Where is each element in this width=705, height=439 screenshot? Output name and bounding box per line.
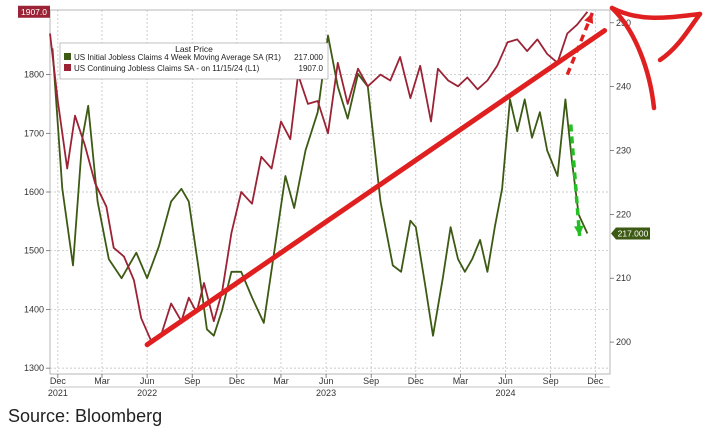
x-tick-label: Jun xyxy=(319,376,334,386)
left-tick-label: 1400 xyxy=(24,304,44,314)
annotations xyxy=(144,5,703,348)
series-lines xyxy=(49,11,589,343)
left-tick-label: 1600 xyxy=(24,187,44,197)
x-tick-label: Dec xyxy=(408,376,425,386)
left-last-value-badge xyxy=(18,5,50,18)
x-tick-label: Mar xyxy=(94,376,110,386)
x-year-label: 2022 xyxy=(137,388,157,398)
legend-value: 1907.0 xyxy=(299,64,324,73)
left-tick-label: 1800 xyxy=(24,70,44,80)
x-tick-label: Dec xyxy=(587,376,604,386)
legend-label: US Initial Jobless Claims 4 Week Moving … xyxy=(74,53,281,62)
x-axis: Dec Mar Jun Sep Dec Mar Jun Sep Dec Mar Jun Sep Dec 2… xyxy=(48,374,610,398)
x-tick-label: Jun xyxy=(498,376,513,386)
x-year-label: 2021 xyxy=(48,388,68,398)
left-tick-label: 1300 xyxy=(24,363,44,373)
x-tick-label: Sep xyxy=(543,376,559,386)
curved-arrow-head-bottom xyxy=(657,11,703,63)
right-tick-label: 230 xyxy=(616,145,631,155)
red-trend-line xyxy=(144,28,608,348)
curved-arrow-head-top xyxy=(609,5,703,20)
right-tick-label: 210 xyxy=(616,273,631,283)
x-year-label: 2024 xyxy=(496,388,516,398)
dashed-arrow-head xyxy=(584,12,594,24)
left-axis: 1300 1400 1500 1600 1700 1800 xyxy=(24,70,50,373)
right-tick-label: 200 xyxy=(616,337,631,347)
x-tick-label: Mar xyxy=(273,376,289,386)
right-last-value-badge xyxy=(611,227,650,240)
right-tick-label: 240 xyxy=(616,82,631,92)
left-tick-label: 1500 xyxy=(24,246,44,256)
right-last-value-text: 217.000 xyxy=(618,229,649,239)
x-tick-label: Dec xyxy=(50,376,67,386)
curved-arrow-line xyxy=(609,5,657,111)
x-tick-label: Mar xyxy=(453,376,469,386)
left-tick-label: 1700 xyxy=(24,128,44,138)
x-tick-label: Dec xyxy=(229,376,246,386)
legend-value: 217.000 xyxy=(294,53,323,62)
dashed-arrow-head xyxy=(574,225,584,237)
legend-swatch xyxy=(64,64,71,71)
jobless-claims-chart: 1300 1400 1500 1600 1700 1800 200 210 220 230 240… xyxy=(18,5,703,398)
x-tick-label: Jun xyxy=(140,376,155,386)
legend-swatch xyxy=(64,53,71,60)
legend-label: US Continuing Jobless Claims SA - on 11/… xyxy=(74,64,260,73)
initial-claims-line xyxy=(51,34,589,337)
continuing-claims-line xyxy=(49,11,589,343)
left-last-value-text: 1907.0 xyxy=(21,7,47,17)
x-year-label: 2023 xyxy=(316,388,336,398)
legend-box xyxy=(59,42,329,80)
x-tick-label: Sep xyxy=(363,376,379,386)
last-value-labels: 1907.0 217.000 xyxy=(18,5,650,240)
right-tick-label: 220 xyxy=(616,209,631,219)
legend-header: Last Price xyxy=(175,44,213,54)
dashed-arrow-shaft xyxy=(569,124,582,237)
source-note: Source: Bloomberg xyxy=(8,406,163,426)
x-tick-label: Sep xyxy=(184,376,200,386)
